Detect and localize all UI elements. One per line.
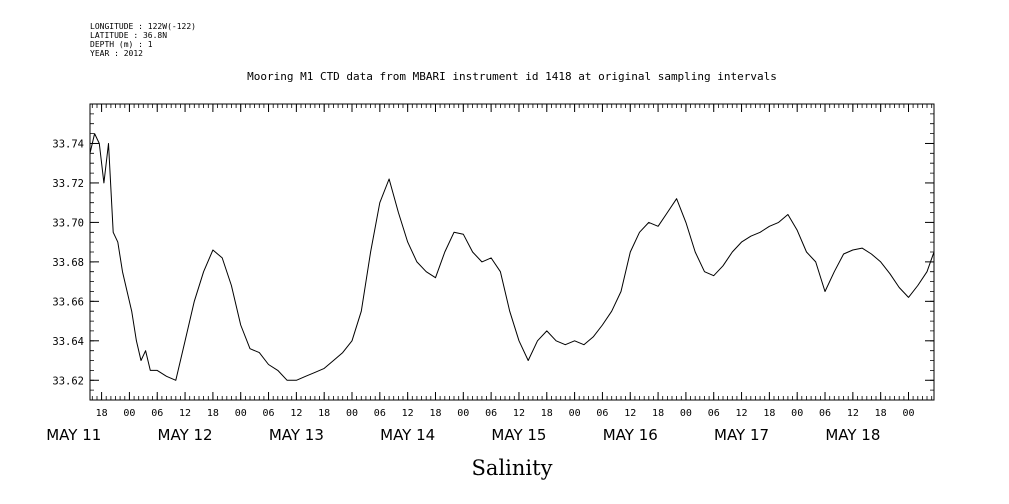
header-latitude: LATITUDE : 36.8N [90, 31, 167, 40]
x-day-label: MAY 14 [380, 426, 435, 444]
x-hour-label: 18 [96, 408, 108, 419]
x-hour-label: 12 [402, 408, 414, 419]
x-day-label: MAY 16 [603, 426, 658, 444]
x-hour-label: 06 [263, 408, 275, 419]
x-day-label: MAY 17 [714, 426, 769, 444]
x-hour-label: 06 [374, 408, 386, 419]
y-axis: 33.62 33.64 33.66 33.68 33.70 33.72 33.74 [52, 138, 934, 387]
x-hour-label: 18 [318, 408, 330, 419]
x-hour-label: 18 [763, 408, 775, 419]
plot-frame [89, 103, 935, 401]
x-hour-label: 00 [235, 408, 247, 419]
y-tick-label: 33.62 [52, 375, 84, 387]
x-day-label: MAY 13 [269, 426, 324, 444]
header-depth: DEPTH (m) : 1 [90, 40, 153, 49]
x-axis: 18 00 06 12 18 00 06 12 18 00 06 12 18 00 06 12 18 00 06 12… [46, 104, 915, 444]
x-hour-label: 12 [847, 408, 859, 419]
x-day-label: MAY 11 [46, 426, 101, 444]
x-hour-label: 12 [179, 408, 191, 419]
x-hour-label: 06 [151, 408, 163, 419]
salinity-series-line [89, 133, 935, 381]
header-longitude: LONGITUDE : 122W(-122) [90, 22, 196, 31]
x-hour-label: 12 [290, 408, 302, 419]
x-hour-label: 06 [596, 408, 608, 419]
x-hour-label: 18 [207, 408, 219, 419]
header-year: YEAR : 2012 [90, 49, 143, 58]
y-tick-label: 33.66 [52, 296, 84, 308]
x-hour-label: 06 [485, 408, 497, 419]
x-hour-label: 18 [875, 408, 887, 419]
y-tick-label: 33.70 [52, 217, 84, 229]
x-hour-label: 00 [902, 408, 914, 419]
x-hour-label: 06 [708, 408, 720, 419]
x-hour-label: 00 [680, 408, 692, 419]
x-day-label: MAY 18 [825, 426, 880, 444]
x-hour-label: 00 [569, 408, 581, 419]
x-hour-label: 12 [624, 408, 636, 419]
y-tick-label: 33.64 [52, 336, 84, 348]
x-hour-label: 00 [346, 408, 358, 419]
x-hour-label: 00 [791, 408, 803, 419]
x-hour-label: 12 [513, 408, 525, 419]
x-hour-label: 06 [819, 408, 831, 419]
x-axis-label: Salinity [472, 456, 553, 480]
x-hour-label: 18 [541, 408, 553, 419]
x-hour-label: 00 [457, 408, 469, 419]
x-hour-label: 12 [736, 408, 748, 419]
x-hour-label: 00 [123, 408, 135, 419]
y-tick-label: 33.74 [52, 138, 84, 150]
x-day-label: MAY 15 [491, 426, 546, 444]
x-hour-label: 18 [429, 408, 441, 419]
minor-ticks [90, 103, 934, 401]
y-tick-label: 33.72 [52, 178, 84, 190]
y-tick-label: 33.68 [52, 257, 84, 269]
minor-tick-marks [90, 103, 934, 401]
x-day-label: MAY 12 [158, 426, 213, 444]
chart-title: Mooring M1 CTD data from MBARI instrumen… [247, 70, 777, 83]
x-hour-label: 18 [652, 408, 664, 419]
